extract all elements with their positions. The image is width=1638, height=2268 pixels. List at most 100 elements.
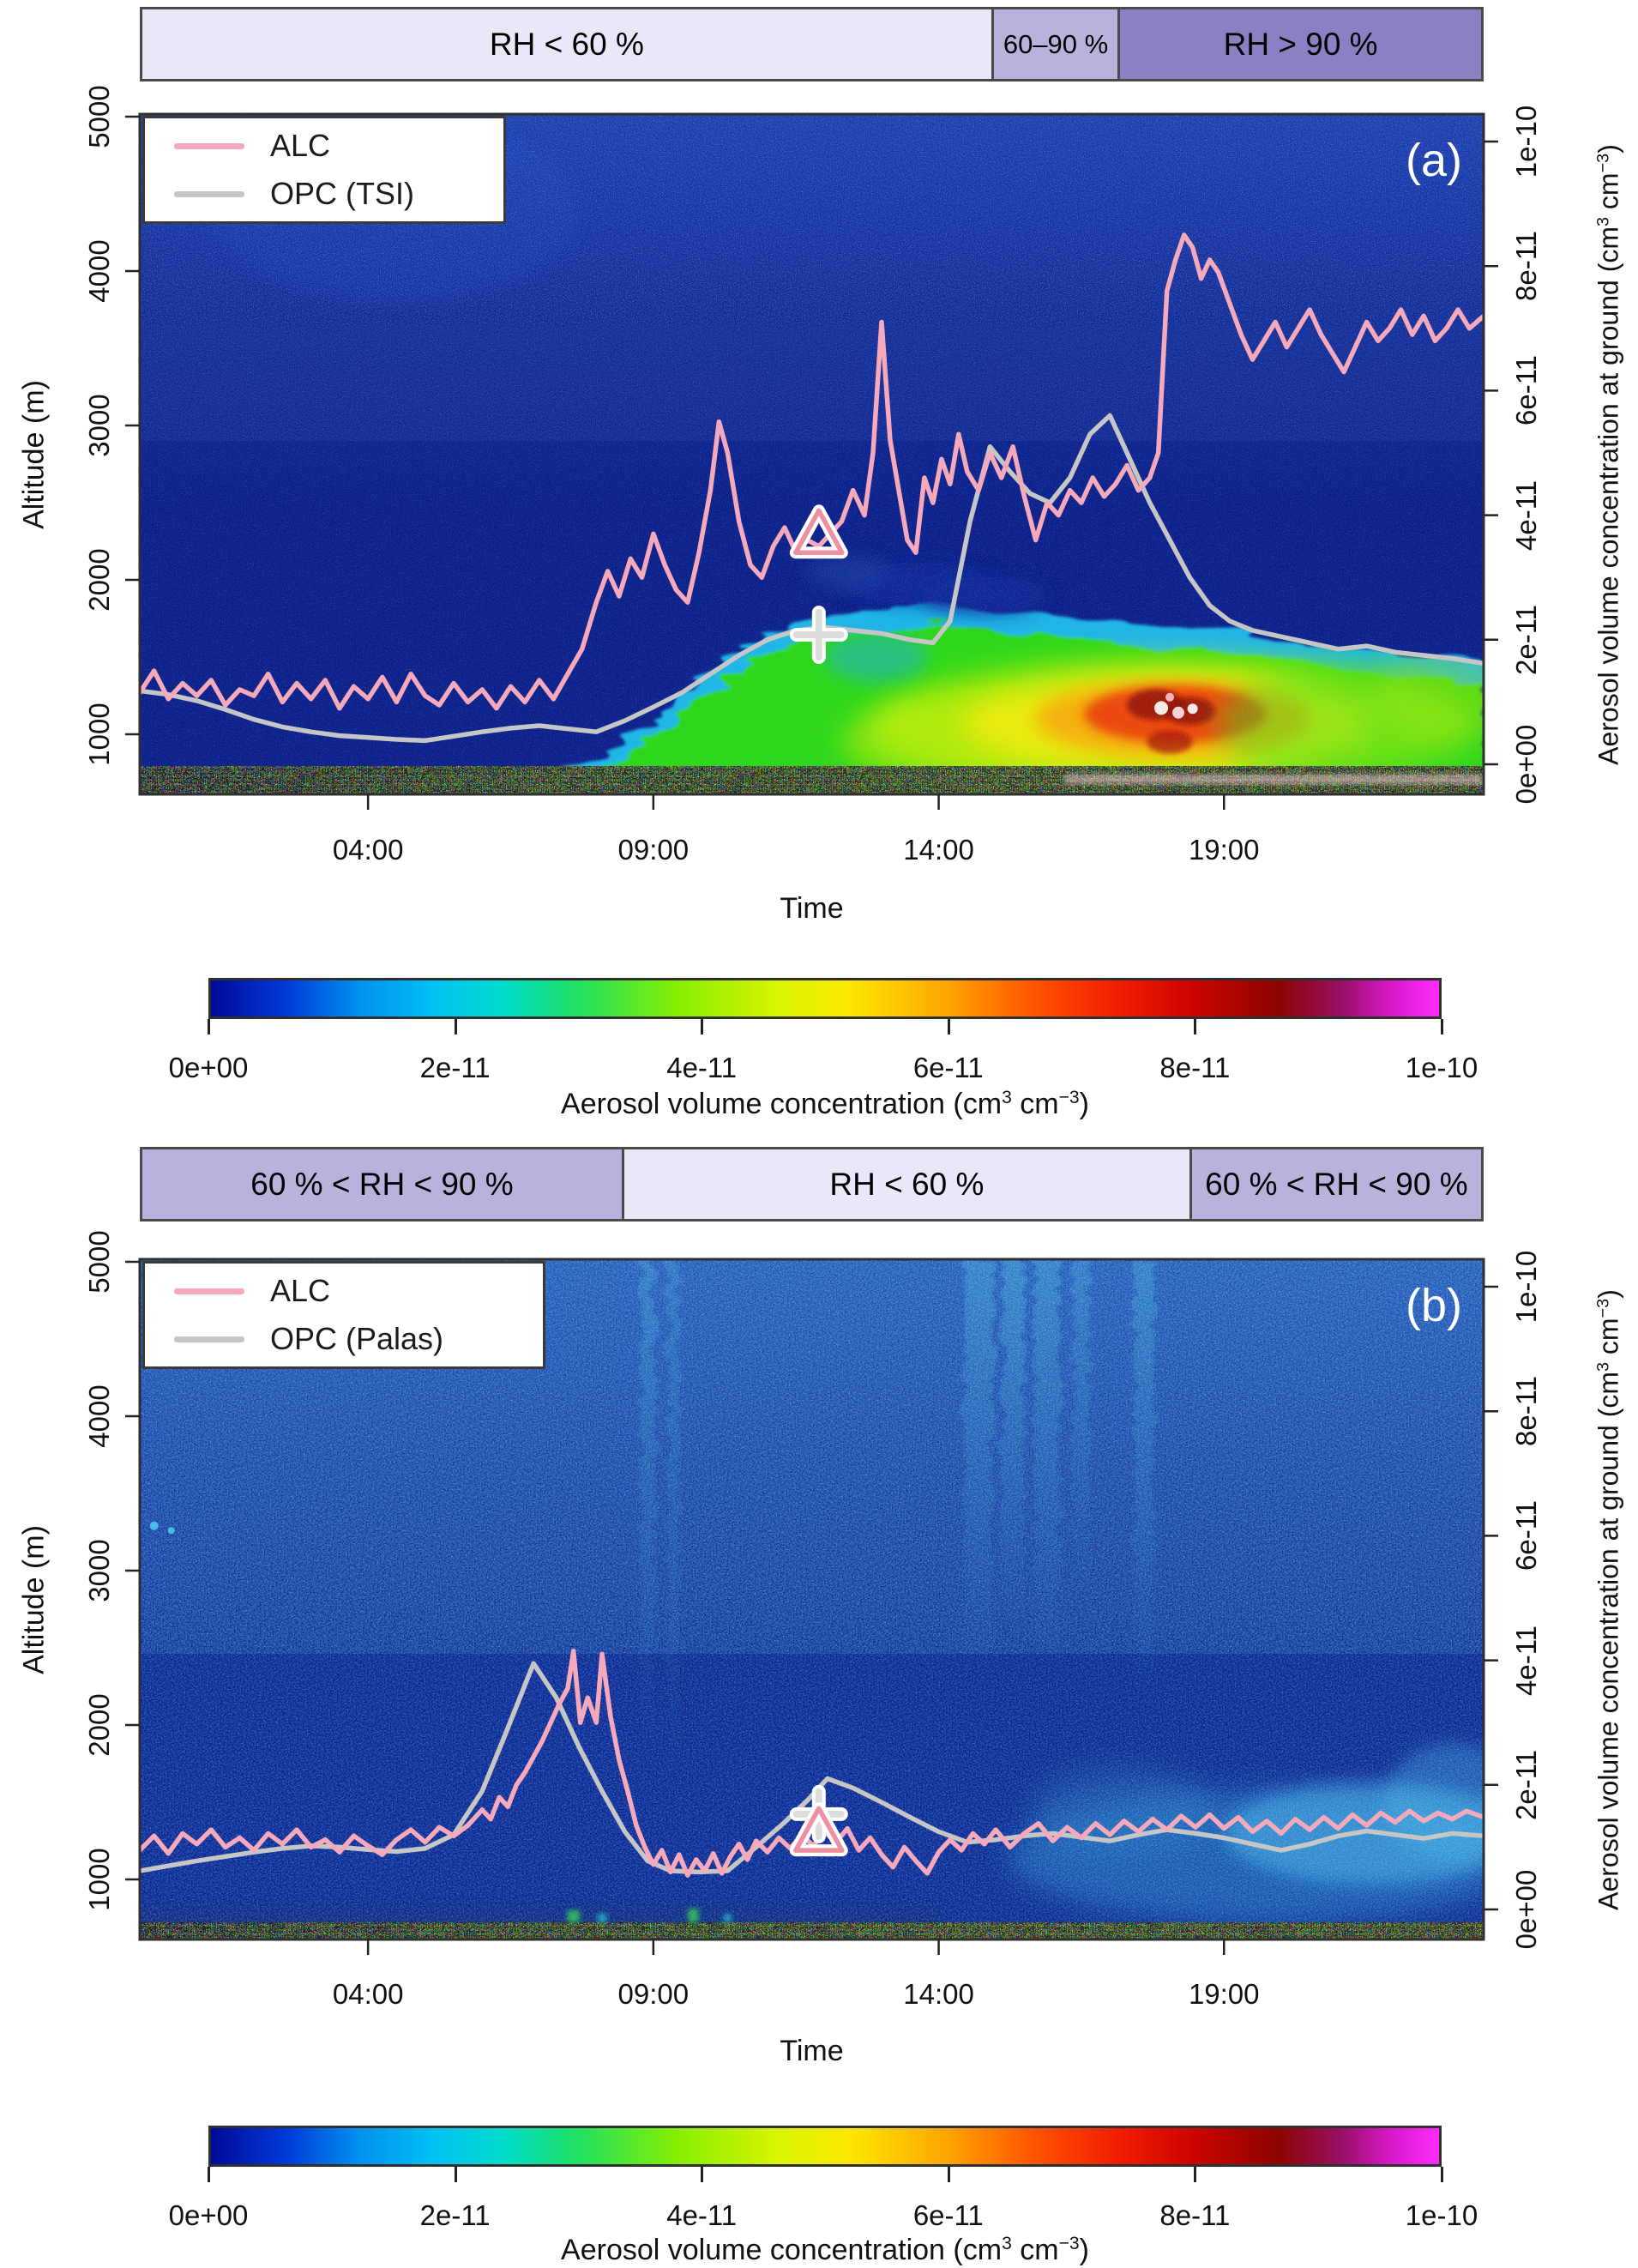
colorbar-title-a: Aerosol volume concentration (cm3 cm−3) bbox=[561, 1088, 1089, 1121]
colorbar-title-part: 3 bbox=[1002, 1088, 1012, 1108]
legend-label: OPC (TSI) bbox=[270, 176, 414, 211]
legend-b: ALC OPC (Palas) bbox=[142, 1261, 545, 1369]
y-right-tick-label: 4e-11 bbox=[1510, 480, 1542, 551]
y-right-tick-label: 0e+00 bbox=[1510, 1869, 1542, 1950]
legend-a: ALC OPC (TSI) bbox=[142, 116, 506, 224]
panel-letter-a: (a) bbox=[1406, 135, 1462, 186]
colorbar-b bbox=[208, 2126, 1442, 2167]
y-right-tick-label: 0e+00 bbox=[1510, 724, 1542, 805]
colorbar-tick-label: 0e+00 bbox=[168, 2199, 249, 2231]
y-right-tick-label: 8e-11 bbox=[1510, 1376, 1542, 1447]
rh-segment-label: 60 % < RH < 90 % bbox=[250, 1166, 514, 1202]
y-right-tick-label: 8e-11 bbox=[1510, 231, 1542, 302]
colorbar-tick bbox=[454, 2167, 457, 2182]
colorbar-tick bbox=[947, 1019, 950, 1034]
rh-segment-label: 60–90 % bbox=[1003, 28, 1109, 59]
y-left-tick-label: 3000 bbox=[83, 394, 115, 457]
colorbar-tick bbox=[208, 2167, 210, 2182]
colorbar-a bbox=[208, 978, 1442, 1019]
rh-segment: 60–90 % bbox=[993, 9, 1121, 79]
y-left-tick-label: 5000 bbox=[83, 1230, 115, 1294]
colorbar-tick bbox=[208, 1019, 210, 1034]
colorbar-title-part: −3 bbox=[1058, 1088, 1080, 1108]
rh-segment: 60 % < RH < 90 % bbox=[1191, 1149, 1481, 1219]
colorbar-title-part: 3 bbox=[1002, 2234, 1012, 2254]
y-left-axis-title-b: Altitude (m) bbox=[17, 1524, 51, 1674]
colorbar-tick-label: 6e-11 bbox=[912, 2199, 984, 2231]
y-right-tick-label: 2e-11 bbox=[1510, 604, 1542, 675]
panel-letter-b: (b) bbox=[1406, 1280, 1462, 1331]
colorbar-tick bbox=[454, 1019, 457, 1034]
colorbar-tick-label: 1e-10 bbox=[1405, 2199, 1478, 2231]
y-right-tick-label: 2e-11 bbox=[1510, 1749, 1542, 1820]
y-left-tick-label: 1000 bbox=[83, 703, 115, 766]
y-left-tick-label: 3000 bbox=[83, 1539, 115, 1602]
legend-label: ALC bbox=[270, 128, 331, 163]
axis-title-part: ) bbox=[1593, 143, 1624, 154]
y-right-axis-title-b: Aerosol volume concentration at ground (… bbox=[1593, 1289, 1625, 1910]
y-left-tick-label: 4000 bbox=[83, 239, 115, 303]
rh-segment-label: 60 % < RH < 90 % bbox=[1205, 1166, 1468, 1202]
colorbar-title-part: ) bbox=[1079, 2234, 1089, 2266]
colorbar-tick-label: 4e-11 bbox=[666, 2199, 738, 2231]
colorbar-tick bbox=[701, 1019, 704, 1034]
colorbar-tick bbox=[1194, 2167, 1197, 2182]
x-tick-label: 14:00 bbox=[903, 834, 974, 866]
axis-title-part: 3 bbox=[1593, 216, 1613, 226]
plot-border-a bbox=[138, 112, 1485, 796]
colorbar-tick bbox=[701, 2167, 704, 2182]
plot-border-b bbox=[138, 1258, 1485, 1941]
y-right-tick-label: 6e-11 bbox=[1510, 355, 1542, 426]
series-line-alc bbox=[140, 232, 1484, 711]
triangle-marker bbox=[789, 1802, 848, 1857]
axis-title-part: Aerosol volume concentration at ground (… bbox=[1593, 226, 1624, 765]
colorbar-title-part: cm bbox=[1011, 2234, 1059, 2266]
colorbar-tick-label: 8e-11 bbox=[1159, 1052, 1231, 1083]
colorbar-tick bbox=[947, 2167, 950, 2182]
rh-segment-label: RH > 90 % bbox=[1223, 26, 1378, 62]
colorbar-title-b: Aerosol volume concentration (cm3 cm−3) bbox=[561, 2234, 1089, 2267]
x-axis-title-b: Time bbox=[780, 2035, 844, 2067]
rh-segment: 60 % < RH < 90 % bbox=[142, 1149, 624, 1219]
colorbar-tick bbox=[1441, 1019, 1443, 1034]
y-right-tick-label: 1e-10 bbox=[1510, 105, 1542, 178]
axis-title-part: cm bbox=[1593, 172, 1624, 217]
legend-entry: ALC bbox=[154, 1273, 534, 1309]
y-right-tick-label: 4e-11 bbox=[1510, 1625, 1542, 1696]
rh-segment-label: RH < 60 % bbox=[489, 26, 644, 62]
y-left-tick-label: 2000 bbox=[83, 548, 115, 612]
y-left-axis-title-a: Altitude (m) bbox=[17, 379, 51, 529]
axis-title-part: −3 bbox=[1593, 1298, 1613, 1318]
colorbar-title-part: cm bbox=[1011, 1088, 1059, 1120]
y-left-tick-label: 2000 bbox=[83, 1693, 115, 1757]
axis-title-part: cm bbox=[1593, 1317, 1624, 1362]
legend-line-swatch bbox=[174, 142, 244, 149]
colorbar-title-part: ) bbox=[1079, 1088, 1089, 1120]
x-tick-label: 04:00 bbox=[332, 834, 404, 866]
plus-marker bbox=[789, 605, 848, 664]
legend-entry: OPC (TSI) bbox=[154, 176, 495, 212]
heatmap-panel-a bbox=[140, 114, 1484, 794]
legend-label: ALC bbox=[270, 1273, 331, 1308]
legend-label: OPC (Palas) bbox=[270, 1321, 444, 1356]
colorbar-tick bbox=[1441, 2167, 1443, 2182]
colorbar-title-part: Aerosol volume concentration (cm bbox=[561, 2234, 1003, 2266]
y-right-tick-label: 1e-10 bbox=[1510, 1250, 1542, 1324]
legend-entry: ALC bbox=[154, 128, 495, 164]
x-tick-label: 04:00 bbox=[332, 1978, 404, 2010]
colorbar-title-part: −3 bbox=[1058, 2234, 1080, 2254]
y-left-tick-label: 5000 bbox=[83, 85, 115, 148]
x-tick-label: 19:00 bbox=[1188, 834, 1260, 866]
x-tick-label: 19:00 bbox=[1188, 1978, 1260, 2010]
x-tick-label: 14:00 bbox=[903, 1978, 974, 2010]
x-axis-title-a: Time bbox=[780, 892, 844, 925]
colorbar-tick bbox=[1194, 1019, 1197, 1034]
colorbar-tick-label: 1e-10 bbox=[1405, 1052, 1478, 1083]
colorbar-tick-label: 2e-11 bbox=[419, 1052, 491, 1083]
rh-segment: RH < 60 % bbox=[142, 9, 994, 79]
y-right-tick-label: 6e-11 bbox=[1510, 1500, 1542, 1571]
x-tick-label: 09:00 bbox=[617, 834, 690, 866]
axis-title-part: 3 bbox=[1593, 1361, 1613, 1372]
legend-line-swatch bbox=[174, 1336, 244, 1342]
